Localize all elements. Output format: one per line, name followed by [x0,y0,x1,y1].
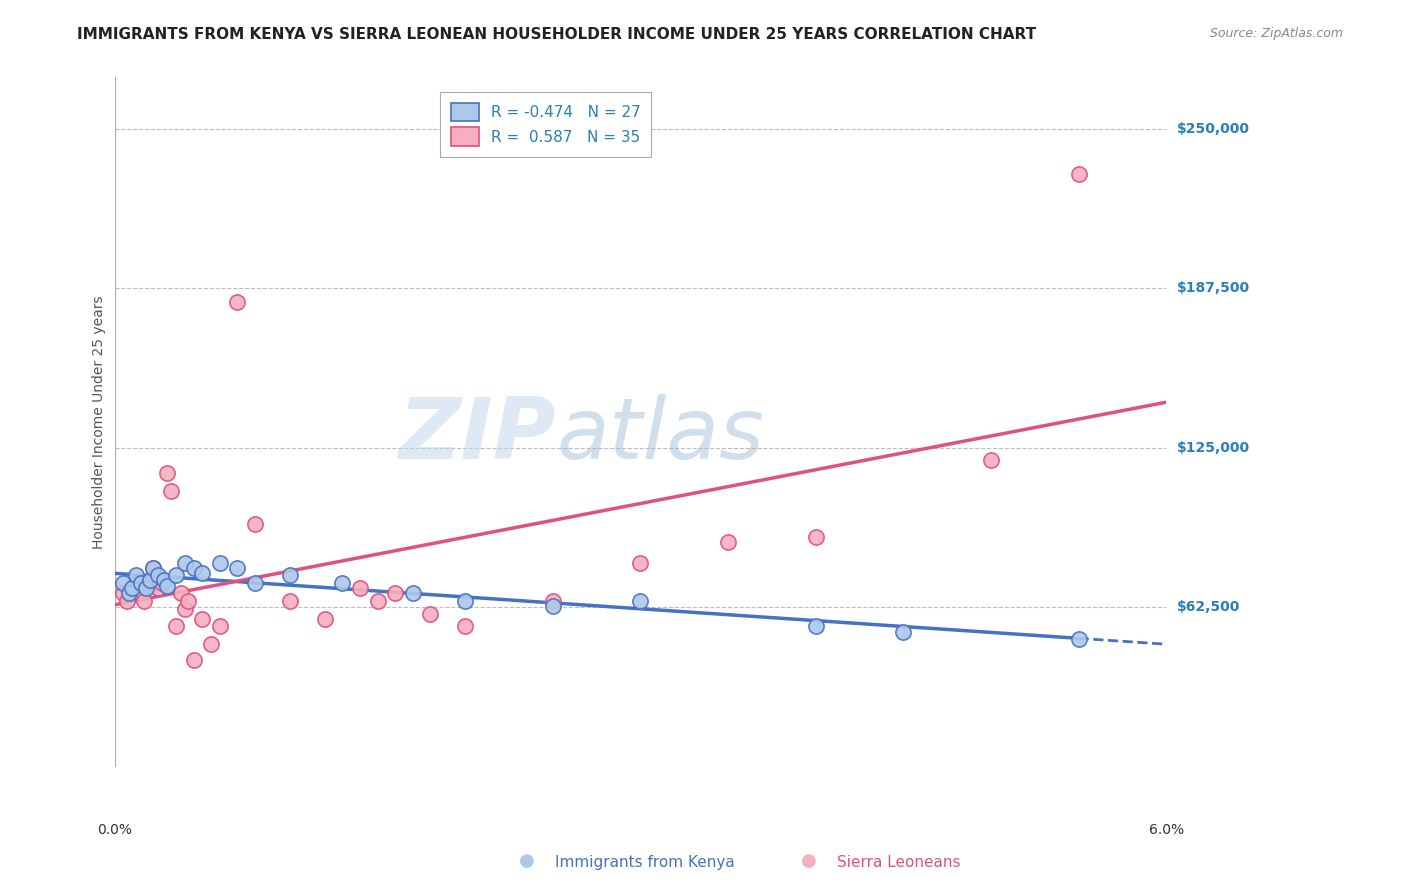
Point [112,586,135,600]
Point [384,586,406,600]
Point [891,624,914,639]
Point [226,295,249,310]
Point [332,576,354,591]
Point [243,576,266,591]
Point [121,581,143,595]
Point [1067,632,1090,647]
Point [717,535,740,549]
Point [208,619,231,633]
Point [278,568,301,582]
Point [148,581,170,595]
Text: atlas: atlas [557,394,765,477]
Point [191,612,214,626]
Point [142,560,165,574]
Point [191,566,214,580]
Point [129,586,152,600]
Point [243,517,266,532]
Point [367,594,389,608]
Point [628,556,651,570]
Text: $62,500: $62,500 [1177,600,1240,615]
Text: Sierra Leoneans: Sierra Leoneans [837,855,960,870]
Point [165,568,187,582]
Text: IMMIGRANTS FROM KENYA VS SIERRA LEONEAN HOUSEHOLDER INCOME UNDER 25 YEARS CORREL: IMMIGRANTS FROM KENYA VS SIERRA LEONEAN … [77,27,1036,42]
Point [173,601,195,615]
Point [226,560,249,574]
Text: ZIP: ZIP [399,394,557,477]
Point [135,581,157,595]
Point [125,576,148,591]
Text: ●: ● [800,852,817,870]
Legend: R = -0.474   N = 27, R =  0.587   N = 35: R = -0.474 N = 27, R = 0.587 N = 35 [440,92,651,157]
Y-axis label: Householder Income Under 25 years: Householder Income Under 25 years [93,295,107,549]
Point [165,619,187,633]
Point [142,560,165,574]
Point [804,530,827,544]
Text: $250,000: $250,000 [1177,121,1250,136]
Point [115,594,138,608]
Text: $187,500: $187,500 [1177,281,1250,295]
Point [112,576,135,591]
Point [401,586,423,600]
Point [200,637,222,651]
Point [314,612,336,626]
Point [170,586,193,600]
Point [183,560,205,574]
Point [208,556,231,570]
Text: ●: ● [519,852,536,870]
Point [150,576,173,591]
Text: 0.0%: 0.0% [97,823,132,837]
Point [804,619,827,633]
Point [156,578,179,592]
Text: $125,000: $125,000 [1177,441,1250,455]
Point [152,574,174,588]
Point [454,619,477,633]
Text: 6.0%: 6.0% [1149,823,1184,837]
Point [628,594,651,608]
Point [454,594,477,608]
Point [129,576,152,591]
Point [134,594,156,608]
Point [138,574,160,588]
Point [419,607,441,621]
Text: Immigrants from Kenya: Immigrants from Kenya [555,855,735,870]
Point [183,653,205,667]
Point [118,586,141,600]
Point [541,599,564,613]
Point [121,581,143,595]
Point [125,568,148,582]
Point [156,467,179,481]
Point [541,594,564,608]
Point [138,576,160,591]
Point [159,484,181,499]
Point [980,453,1002,467]
Point [148,568,170,582]
Point [173,556,195,570]
Point [278,594,301,608]
Text: Source: ZipAtlas.com: Source: ZipAtlas.com [1209,27,1343,40]
Point [177,594,200,608]
Point [1067,168,1090,182]
Point [349,581,371,595]
